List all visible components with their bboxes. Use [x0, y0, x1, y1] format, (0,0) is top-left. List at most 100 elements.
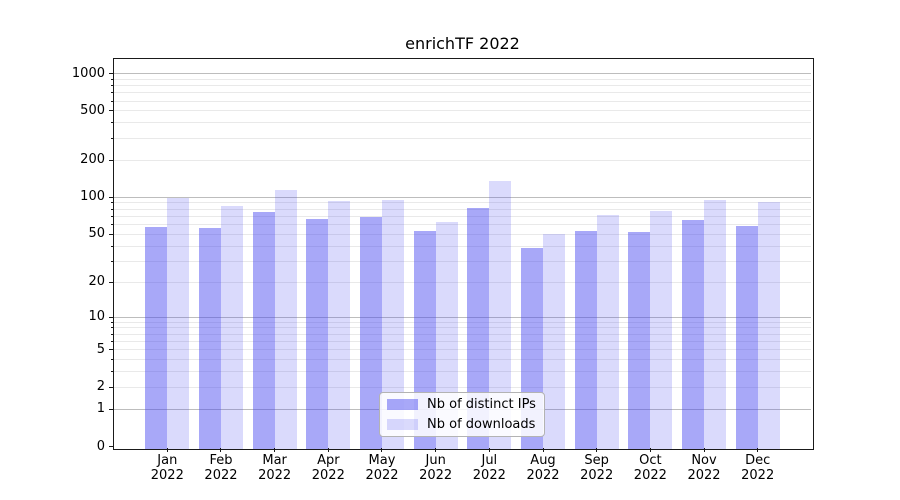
x-tick-label: Apr 2022: [298, 453, 358, 483]
bar-downloads-jan: [167, 198, 190, 449]
y-tick-label: 2: [96, 379, 105, 395]
gridline-minor: [114, 137, 811, 139]
y-tick: [109, 408, 114, 410]
x-tick-label-year: 2022: [472, 467, 506, 483]
gridline-minor: [114, 349, 811, 351]
gridline-minor: [114, 340, 811, 342]
y-tick: [109, 233, 114, 235]
bar-downloads-sep: [596, 214, 619, 449]
legend-item-distinct-ips: Nb of distinct IPs: [380, 396, 544, 413]
bar-downloads-feb: [220, 206, 243, 449]
x-tick: [649, 447, 651, 452]
legend-item-downloads: Nb of downloads: [380, 416, 544, 433]
x-tick-label-month: Jun: [425, 452, 446, 468]
gridline-minor: [114, 233, 811, 235]
x-tick-label: Nov 2022: [674, 453, 734, 483]
y-tick-label: 0: [96, 438, 105, 454]
bar-distinct-ips-may: [359, 216, 382, 449]
x-tick-label: Jul 2022: [459, 453, 519, 483]
y-minor-tick: [111, 78, 114, 80]
x-tick-label-year: 2022: [741, 467, 775, 483]
y-tick: [109, 316, 114, 318]
bar-distinct-ips-nov: [682, 219, 705, 449]
y-tick-label: 200: [80, 152, 105, 168]
x-tick-label: Sep 2022: [567, 453, 627, 483]
bar-downloads-dec: [757, 202, 780, 449]
x-tick-label: Feb 2022: [191, 453, 251, 483]
bar-downloads-may: [381, 199, 404, 449]
x-tick-label: Aug 2022: [513, 453, 573, 483]
x-tick-label-year: 2022: [258, 467, 292, 483]
x-tick: [488, 447, 490, 452]
y-tick: [109, 349, 114, 351]
y-tick: [109, 386, 114, 388]
gridline-minor: [114, 260, 811, 262]
gridline-minor: [114, 110, 811, 112]
y-minor-tick: [111, 215, 114, 217]
x-tick-label: Dec 2022: [728, 453, 788, 483]
y-minor-tick: [111, 340, 114, 342]
bar-downloads-aug: [543, 234, 565, 449]
legend: Nb of distinct IPs Nb of downloads: [379, 392, 545, 437]
bar-downloads-mar: [274, 190, 297, 449]
gridline-major: [114, 196, 811, 198]
x-tick-label-year: 2022: [311, 467, 345, 483]
x-tick-label-year: 2022: [526, 467, 560, 483]
bar-downloads-jun: [435, 222, 458, 449]
y-tick-label: 5: [96, 341, 105, 357]
x-tick-label-year: 2022: [204, 467, 238, 483]
legend-label-downloads: Nb of downloads: [427, 417, 536, 432]
y-minor-tick: [111, 359, 114, 361]
bar-distinct-ips-oct: [628, 232, 651, 449]
legend-swatch-distinct-ips: [387, 399, 418, 410]
bar-downloads-oct: [650, 211, 673, 449]
bar-distinct-ips-dec: [735, 225, 758, 449]
bar-downloads-jul: [489, 181, 512, 449]
y-tick-label: 500: [80, 102, 105, 118]
y-minor-tick: [111, 85, 114, 87]
x-tick-label-month: Jan: [157, 452, 178, 468]
y-tick-label: 100: [80, 189, 105, 205]
bar-distinct-ips-jul: [467, 208, 490, 449]
y-minor-tick: [111, 321, 114, 323]
y-minor-tick: [111, 100, 114, 102]
gridline-minor: [114, 327, 811, 329]
y-minor-tick: [111, 224, 114, 226]
y-minor-tick: [111, 245, 114, 247]
y-tick: [109, 281, 114, 283]
bar-distinct-ips-mar: [252, 211, 275, 449]
gridline-minor: [114, 202, 811, 204]
x-tick: [274, 447, 276, 452]
x-tick: [381, 447, 383, 452]
y-minor-tick: [111, 137, 114, 139]
x-tick-label-month: Dec: [745, 452, 771, 468]
gridline-minor: [114, 100, 811, 102]
y-minor-tick: [111, 122, 114, 124]
bar-downloads-nov: [704, 200, 727, 449]
y-minor-tick: [111, 371, 114, 373]
x-tick-label: May 2022: [352, 453, 412, 483]
y-tick-label: 20: [88, 274, 105, 290]
gridline-minor: [114, 386, 811, 388]
y-minor-tick: [111, 327, 114, 329]
gridline-minor: [114, 159, 811, 161]
gridline-minor: [114, 281, 811, 283]
gridline-minor: [114, 208, 811, 210]
x-tick-label-year: 2022: [150, 467, 184, 483]
bar-distinct-ips-feb: [198, 228, 221, 449]
bar-distinct-ips-apr: [306, 219, 329, 449]
x-tick: [327, 447, 329, 452]
x-tick: [166, 447, 168, 452]
legend-swatch-downloads: [387, 419, 418, 430]
gridline-major: [114, 316, 811, 318]
x-tick-label-month: Oct: [639, 452, 662, 468]
legend-label-distinct-ips: Nb of distinct IPs: [427, 397, 536, 412]
bar-downloads-apr: [328, 200, 351, 449]
x-tick-label-month: May: [368, 452, 396, 468]
x-tick: [596, 447, 598, 452]
x-tick-label: Mar 2022: [245, 453, 305, 483]
x-tick-label-year: 2022: [419, 467, 453, 483]
chart-title: enrichTF 2022: [405, 34, 520, 53]
gridline-minor: [114, 78, 811, 80]
